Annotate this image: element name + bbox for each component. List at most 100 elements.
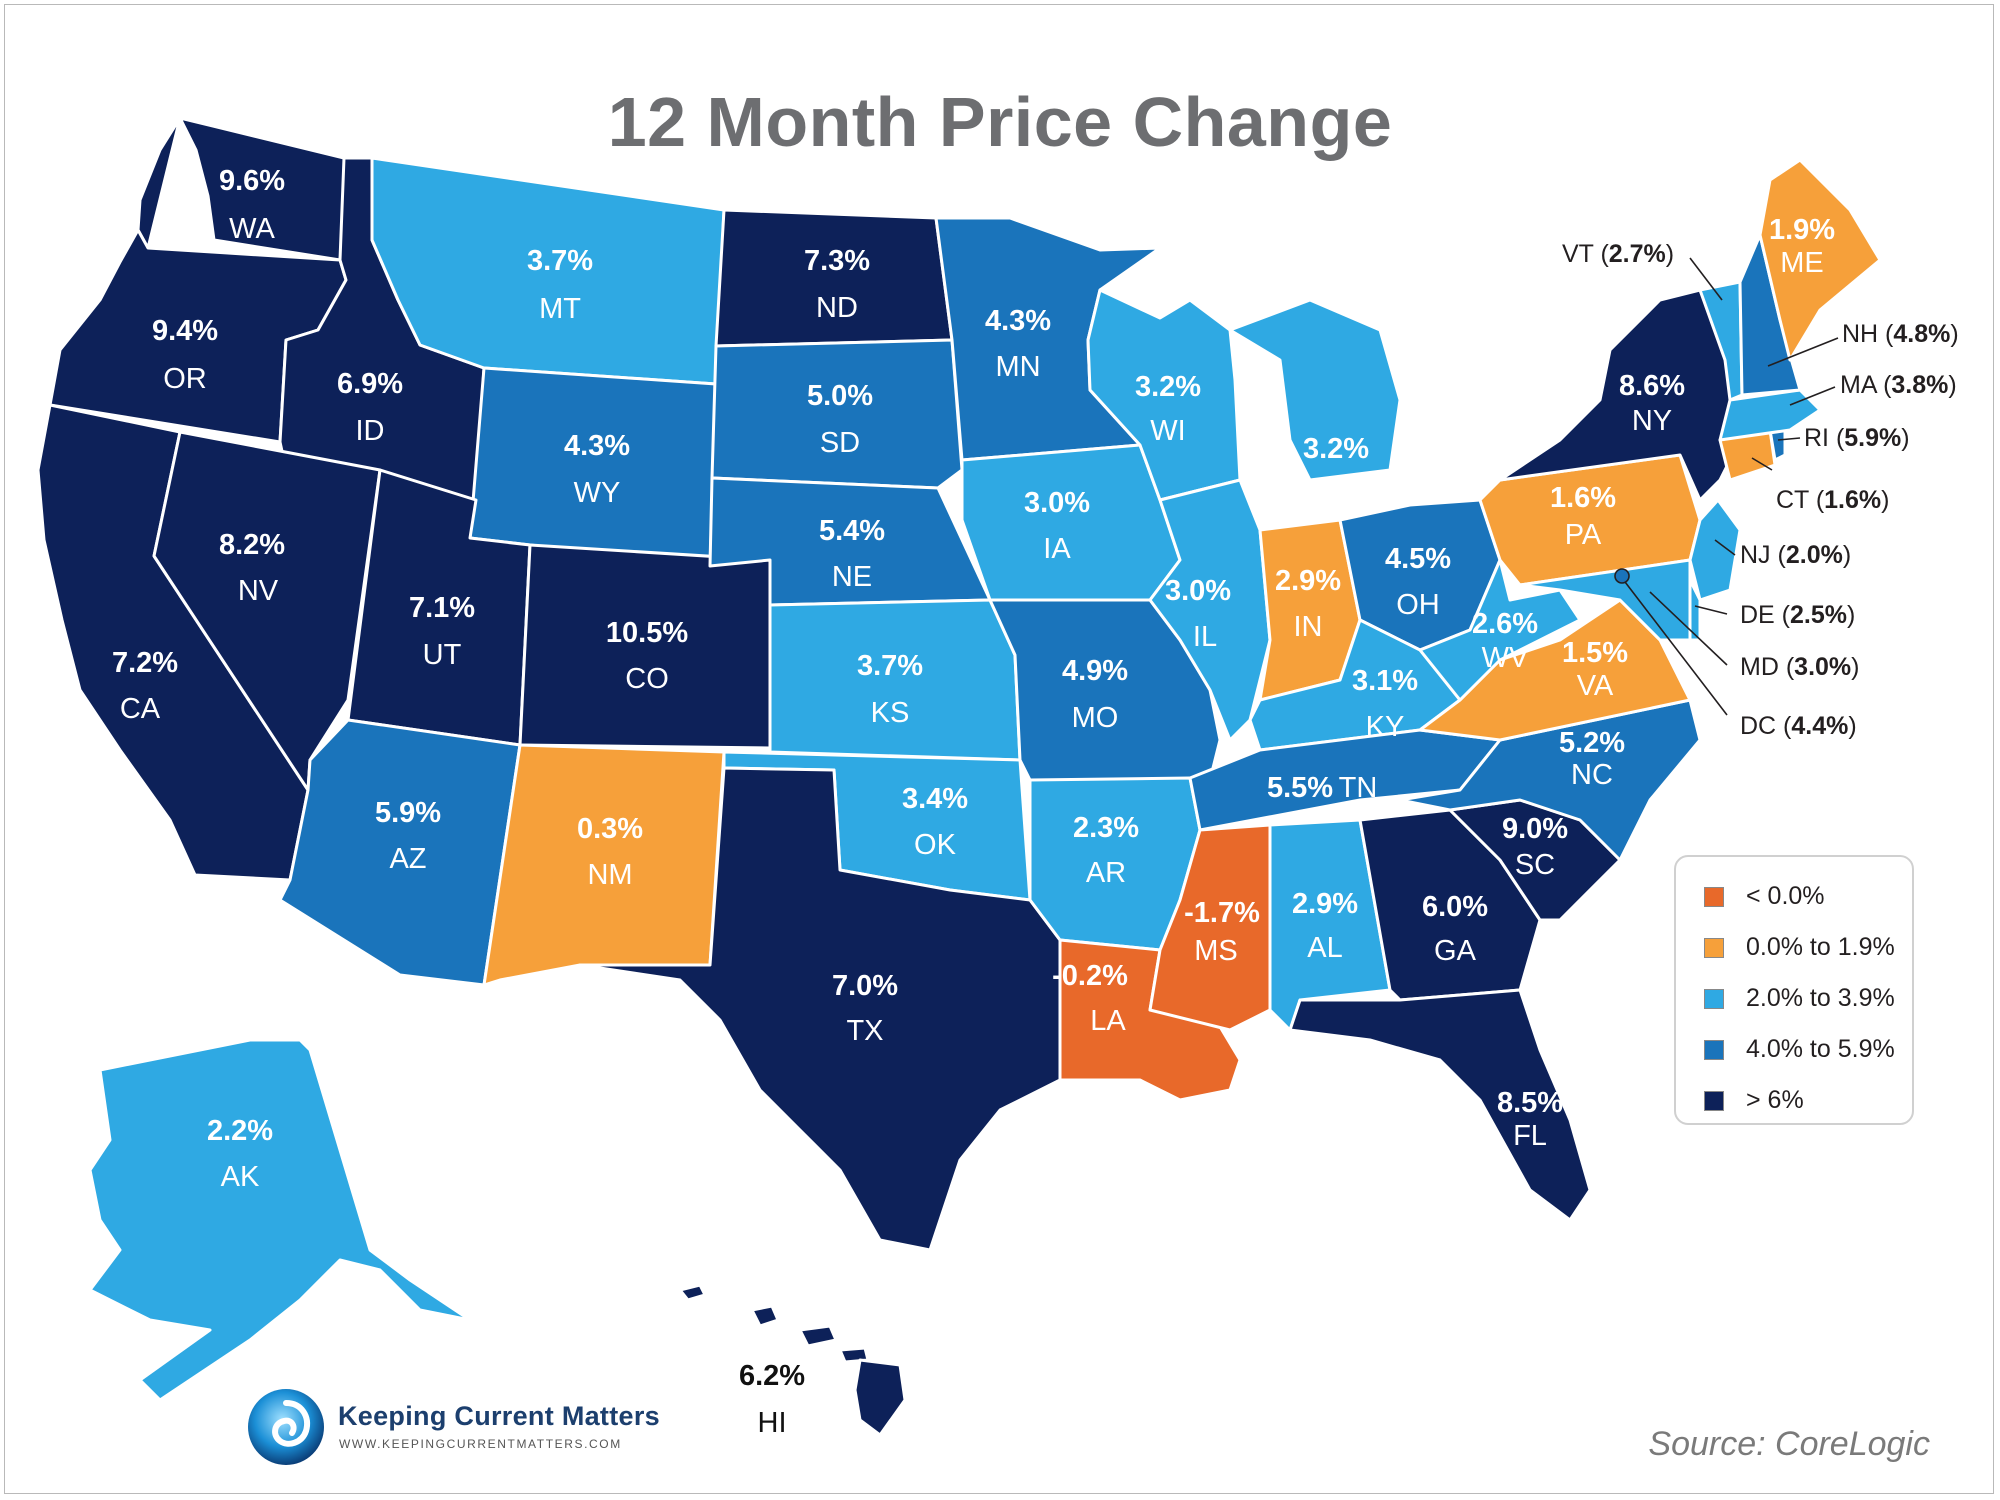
label-MS-value: -1.7% <box>1184 897 1260 929</box>
label-NV-value: 8.2% <box>219 529 285 561</box>
label-MO-abbr: MO <box>1072 702 1119 734</box>
legend-label: 2.0% to 3.9% <box>1746 984 1895 1012</box>
callout-MD-value: 3.0% <box>1794 653 1851 681</box>
state-SD <box>710 338 964 490</box>
label-NC-abbr: NC <box>1571 759 1613 791</box>
label-AZ-abbr: AZ <box>389 843 426 875</box>
legend-swatch <box>1704 1039 1724 1060</box>
label-ID-value: 6.9% <box>337 368 403 400</box>
callout-MA-abbr: MA <box>1840 371 1878 399</box>
source-note: Source: CoreLogic <box>1648 1425 1930 1463</box>
label-WA-value: 9.6% <box>219 165 285 197</box>
leader-RI <box>1777 437 1801 441</box>
callout-NJ-value: 2.0% <box>1786 541 1843 569</box>
label-WV-abbr: WV <box>1482 642 1529 674</box>
leader-NJ <box>1714 539 1736 556</box>
legend-item: < 0.0% <box>1676 871 1912 922</box>
label-KY-value: 3.1% <box>1352 665 1418 697</box>
callout-DE: DE (2.5%) <box>1740 601 1855 629</box>
state-WY <box>468 366 718 568</box>
state-FL <box>1288 988 1592 1222</box>
callout-VT: VT (2.7%) <box>1562 240 1674 268</box>
legend-item: 0.0% to 1.9% <box>1676 922 1912 973</box>
label-FL-abbr: FL <box>1513 1120 1547 1152</box>
dc-marker <box>1614 568 1630 584</box>
label-PA-value: 1.6% <box>1550 482 1616 514</box>
label-WY-value: 4.3% <box>564 430 630 462</box>
label-CA-abbr: CA <box>120 693 161 725</box>
label-MN-value: 4.3% <box>985 305 1051 337</box>
label-WY-abbr: WY <box>574 477 621 509</box>
callout-RI: RI (5.9%) <box>1804 424 1910 452</box>
callout-NH-value: 4.8% <box>1893 320 1950 348</box>
label-NE-abbr: NE <box>832 561 872 593</box>
leader-NH <box>1767 337 1839 367</box>
label-KS-abbr: KS <box>871 697 910 729</box>
kcm-logo: Keeping Current Matters WWW.KEEPINGCURRE… <box>244 1385 664 1465</box>
leader-CT <box>1751 457 1773 471</box>
legend: < 0.0% 0.0% to 1.9% 2.0% to 3.9% 4.0% to… <box>1674 855 1914 1125</box>
legend-item: 2.0% to 3.9% <box>1676 973 1912 1024</box>
label-AL-abbr: AL <box>1307 932 1342 964</box>
label-MS-abbr: MS <box>1194 935 1238 967</box>
label-ME-value: 1.9% <box>1769 214 1835 246</box>
label-FL-value: 8.5% <box>1497 1087 1563 1119</box>
label-IA-abbr: IA <box>1043 533 1071 565</box>
label-SC-abbr: SC <box>1515 849 1555 881</box>
label-TX-value: 7.0% <box>832 970 898 1002</box>
label-SD-value: 5.0% <box>807 380 873 412</box>
leader-VT <box>1689 257 1723 301</box>
legend-label: 4.0% to 5.9% <box>1746 1035 1895 1063</box>
state-HI <box>678 1283 907 1437</box>
label-OH-value: 4.5% <box>1385 543 1451 575</box>
callout-MD: MD (3.0%) <box>1740 653 1859 681</box>
callout-NH-abbr: NH <box>1842 320 1878 348</box>
label-VA-value: 1.5% <box>1562 637 1628 669</box>
label-UT-abbr: UT <box>423 639 462 671</box>
label-OK-abbr: OK <box>914 829 957 861</box>
label-TN-value: 5.5% <box>1267 772 1333 804</box>
label-AZ-value: 5.9% <box>375 797 441 829</box>
state-TX <box>578 766 1062 1252</box>
label-SD-abbr: SD <box>820 427 860 459</box>
callout-DE-abbr: DE <box>1740 601 1775 629</box>
logo-url: WWW.KEEPINGCURRENTMATTERS.COM <box>339 1437 622 1451</box>
label-PA-abbr: PA <box>1565 519 1602 551</box>
label-HI-value: 6.2% <box>739 1360 805 1392</box>
callout-NJ-abbr: NJ <box>1740 541 1771 569</box>
label-IL-abbr: IL <box>1193 621 1217 653</box>
state-WI <box>1086 288 1242 502</box>
callout-MA-value: 3.8% <box>1891 371 1948 399</box>
label-SC-value: 9.0% <box>1502 813 1568 845</box>
callout-NJ: NJ (2.0%) <box>1740 541 1851 569</box>
callout-RI-value: 5.9% <box>1844 424 1901 452</box>
label-NY-value: 8.6% <box>1619 370 1685 402</box>
callout-MD-abbr: MD <box>1740 653 1779 681</box>
label-UT-value: 7.1% <box>409 592 475 624</box>
label-AR-value: 2.3% <box>1073 812 1139 844</box>
label-NV-abbr: NV <box>238 575 279 607</box>
label-NY-abbr: NY <box>1632 405 1672 437</box>
callout-DC: DC (4.4%) <box>1740 712 1857 740</box>
callout-NH: NH (4.8%) <box>1842 320 1959 348</box>
label-AL-value: 2.9% <box>1292 888 1358 920</box>
state-ND <box>714 208 954 348</box>
legend-item: 4.0% to 5.9% <box>1676 1024 1912 1075</box>
state-NC <box>1398 698 1702 862</box>
label-CO-abbr: CO <box>625 663 669 695</box>
logo-name: Keeping Current Matters <box>338 1401 660 1431</box>
label-ND-value: 7.3% <box>804 245 870 277</box>
legend-swatch <box>1704 1090 1724 1111</box>
label-OR-value: 9.4% <box>152 315 218 347</box>
callout-leaders <box>1614 257 1839 716</box>
label-MI-abbr: MI <box>1320 478 1352 510</box>
label-TX-abbr: TX <box>846 1015 883 1047</box>
callout-DC-abbr: DC <box>1740 712 1776 740</box>
state-MS <box>1148 823 1272 1032</box>
callout-DC-value: 4.4% <box>1791 712 1848 740</box>
label-NE-value: 5.4% <box>819 515 885 547</box>
legend-swatch <box>1704 886 1724 907</box>
callout-CT-value: 1.6% <box>1824 486 1881 514</box>
label-OR-abbr: OR <box>163 363 207 395</box>
label-HI-abbr: HI <box>758 1407 787 1439</box>
